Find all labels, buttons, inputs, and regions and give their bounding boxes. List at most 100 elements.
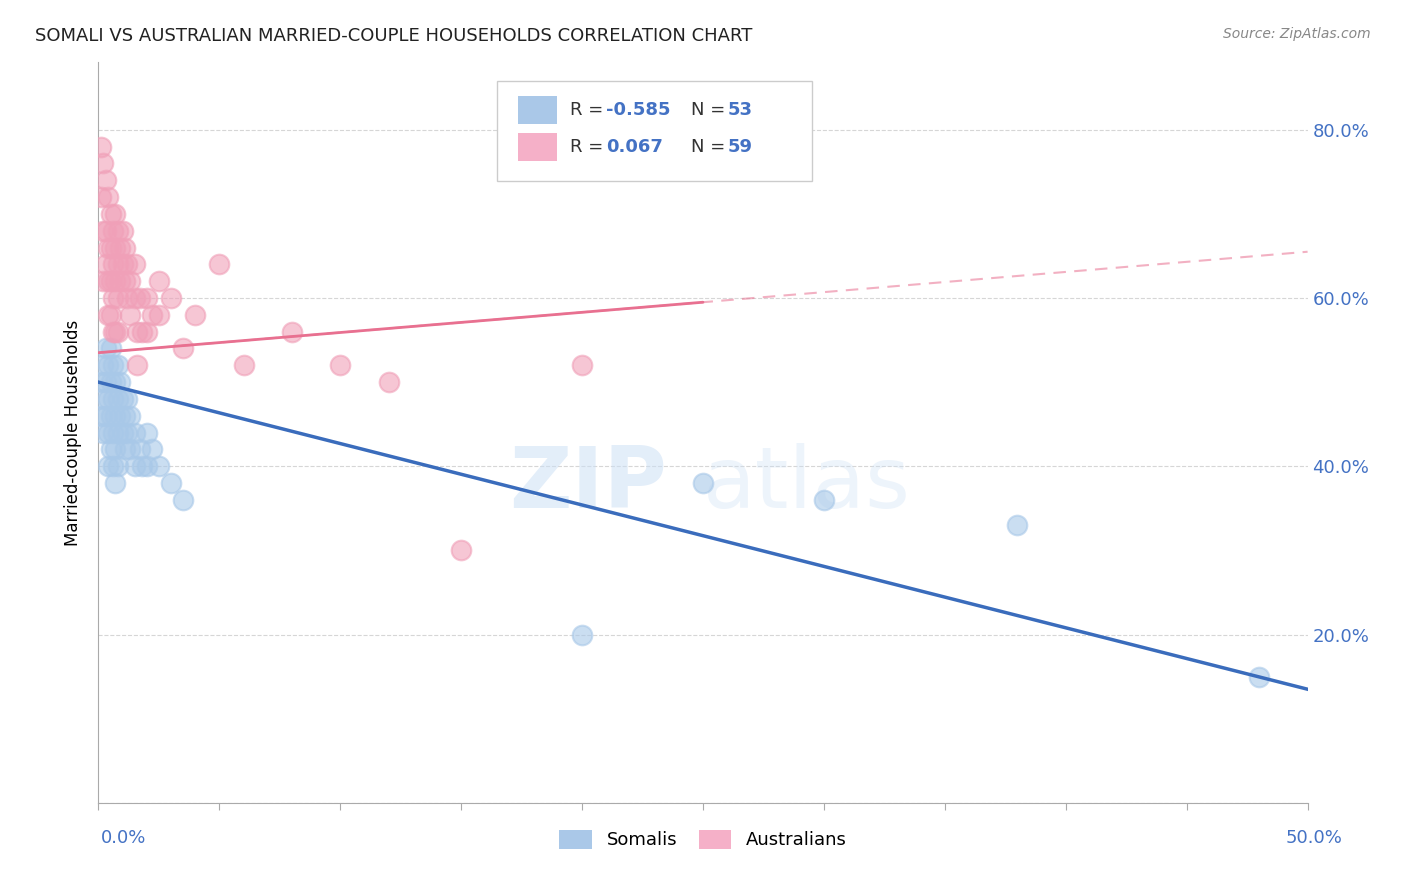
Point: [101, 425, 124, 440]
Point: [94, 224, 117, 238]
Point: [114, 442, 136, 457]
Point: [101, 257, 124, 271]
Point: [90, 409, 112, 423]
Text: 53: 53: [727, 101, 752, 119]
Point: [101, 291, 124, 305]
Point: [813, 492, 835, 507]
Point: [107, 224, 129, 238]
Point: [124, 425, 146, 440]
Text: 50.0%: 50.0%: [1286, 829, 1343, 847]
Point: [90, 139, 112, 153]
Point: [160, 291, 183, 305]
Point: [94, 173, 117, 187]
Point: [108, 409, 131, 423]
Point: [148, 308, 170, 322]
Point: [100, 342, 122, 356]
Point: [107, 459, 129, 474]
Point: [172, 492, 194, 507]
Point: [94, 375, 117, 389]
FancyBboxPatch shape: [517, 95, 557, 124]
Point: [107, 392, 129, 406]
Point: [104, 375, 127, 389]
Point: [571, 627, 593, 641]
Point: [94, 409, 117, 423]
Text: 59: 59: [727, 138, 752, 156]
Text: N =: N =: [690, 101, 731, 119]
Point: [118, 274, 141, 288]
Point: [135, 425, 157, 440]
Point: [101, 224, 124, 238]
Point: [141, 308, 163, 322]
Point: [1007, 518, 1029, 533]
Text: Source: ZipAtlas.com: Source: ZipAtlas.com: [1223, 27, 1371, 41]
Point: [94, 342, 117, 356]
Point: [118, 442, 141, 457]
Point: [208, 257, 231, 271]
Point: [97, 308, 120, 322]
Point: [127, 325, 149, 339]
Point: [100, 375, 122, 389]
Point: [91, 392, 114, 406]
Point: [108, 375, 131, 389]
Point: [100, 240, 122, 255]
Point: [117, 425, 139, 440]
Text: ZIP: ZIP: [509, 443, 666, 526]
Text: SOMALI VS AUSTRALIAN MARRIED-COUPLE HOUSEHOLDS CORRELATION CHART: SOMALI VS AUSTRALIAN MARRIED-COUPLE HOUS…: [35, 27, 752, 45]
Text: -0.585: -0.585: [606, 101, 671, 119]
Point: [107, 291, 129, 305]
Point: [160, 476, 183, 491]
Point: [281, 325, 304, 339]
Point: [111, 257, 134, 271]
Point: [104, 442, 127, 457]
Text: atlas: atlas: [703, 443, 911, 526]
Point: [1249, 670, 1271, 684]
Point: [124, 257, 146, 271]
Point: [118, 308, 141, 322]
Point: [91, 224, 114, 238]
Point: [114, 409, 136, 423]
Point: [377, 375, 399, 389]
Text: R =: R =: [569, 138, 609, 156]
Point: [124, 291, 146, 305]
Point: [100, 442, 122, 457]
Point: [135, 325, 157, 339]
FancyBboxPatch shape: [498, 81, 811, 181]
Point: [107, 257, 129, 271]
Point: [97, 190, 120, 204]
Point: [117, 392, 139, 406]
Point: [107, 325, 129, 339]
FancyBboxPatch shape: [517, 133, 557, 161]
Point: [135, 459, 157, 474]
Point: [104, 409, 127, 423]
Text: N =: N =: [690, 138, 731, 156]
Text: R =: R =: [569, 101, 609, 119]
Text: 0.067: 0.067: [606, 138, 664, 156]
Point: [117, 291, 139, 305]
Text: 0.0%: 0.0%: [101, 829, 146, 847]
Point: [172, 342, 194, 356]
Point: [100, 207, 122, 221]
Point: [101, 459, 124, 474]
Point: [97, 459, 120, 474]
Point: [108, 240, 131, 255]
Point: [97, 274, 120, 288]
Y-axis label: Married-couple Households: Married-couple Households: [65, 319, 83, 546]
Point: [100, 274, 122, 288]
Point: [148, 274, 170, 288]
Point: [91, 156, 114, 170]
Point: [184, 308, 207, 322]
Point: [91, 425, 114, 440]
Point: [91, 359, 114, 373]
Point: [111, 224, 134, 238]
Point: [114, 240, 136, 255]
Point: [90, 190, 112, 204]
Point: [101, 392, 124, 406]
Point: [232, 359, 254, 373]
Point: [104, 274, 127, 288]
Point: [450, 543, 472, 558]
Point: [97, 392, 120, 406]
Point: [127, 359, 149, 373]
Point: [97, 359, 120, 373]
Point: [329, 359, 352, 373]
Point: [571, 359, 593, 373]
